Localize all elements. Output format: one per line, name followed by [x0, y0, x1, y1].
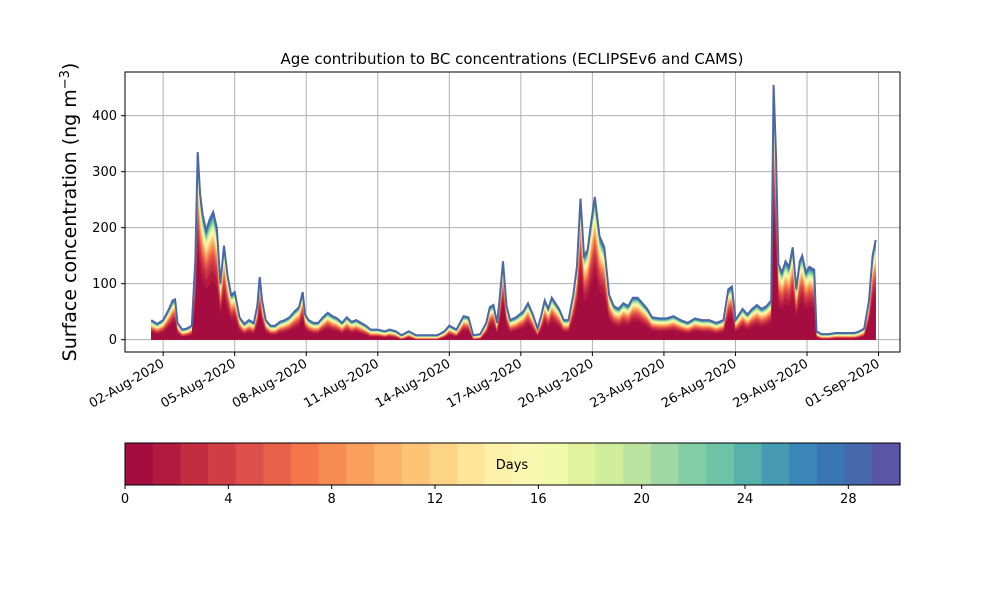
- colorbar-swatch: [540, 443, 569, 485]
- colorbar-tick-label: 28: [840, 492, 857, 507]
- x-tick-label: 17-Aug-2020: [445, 356, 525, 411]
- colorbar-frame: [124, 442, 901, 486]
- y-tick-label: 0: [109, 333, 117, 348]
- colorbar-tick-label: 20: [633, 492, 650, 507]
- colorbar-swatch: [872, 443, 901, 485]
- x-tick-label: 29-Aug-2020: [731, 356, 811, 411]
- colorbar-tick-label: 8: [328, 492, 336, 507]
- colorbar-axis: 0 4 8 12 16 20 24 28: [121, 485, 857, 507]
- colorbar-swatch: [761, 443, 790, 485]
- colorbar-swatch: [374, 443, 403, 485]
- age-bands: [151, 84, 876, 340]
- colorbar-swatch: [208, 443, 237, 485]
- chart-title: Age contribution to BC concentrations (E…: [281, 50, 744, 68]
- colorbar-swatch: [512, 443, 541, 485]
- x-axis: 02-Aug-202005-Aug-202008-Aug-202011-Aug-…: [87, 352, 883, 412]
- colorbar-swatch: [816, 443, 846, 485]
- y-axis-label-sup: −3: [58, 70, 73, 89]
- colorbar-swatch: [623, 443, 652, 485]
- age-band-area: [151, 219, 876, 340]
- y-axis-label-main: Surface concentration (ng m: [59, 89, 81, 361]
- colorbar-swatch: [595, 443, 624, 485]
- x-tick-label: 01-Sep-2020: [803, 356, 883, 411]
- colorbar-swatch: [318, 443, 348, 485]
- colorbar-swatch: [650, 443, 680, 485]
- colorbar-swatch: [180, 443, 209, 485]
- colorbar-swatch: [401, 443, 431, 485]
- colorbar-swatch: [291, 443, 320, 485]
- colorbar-tick-label: 24: [737, 492, 754, 507]
- y-tick-label: 400: [92, 109, 117, 124]
- x-tick-label: 11-Aug-2020: [301, 356, 381, 411]
- x-tick-label: 20-Aug-2020: [516, 356, 596, 411]
- colorbar-swatch: [263, 443, 292, 485]
- plot-frame: [124, 71, 901, 353]
- y-tick-label: 100: [92, 277, 117, 292]
- colorbar-swatch: [789, 443, 818, 485]
- colorbar-swatch: [235, 443, 264, 485]
- colorbar-tick-label: 0: [121, 492, 129, 507]
- colorbar-swatch: [844, 443, 873, 485]
- colorbar-tick-label: 12: [427, 492, 444, 507]
- colorbar-swatch: [429, 443, 458, 485]
- colorbar-swatch: [678, 443, 707, 485]
- colorbar-swatch: [484, 443, 514, 485]
- colorbar-swatch: [567, 443, 597, 485]
- colorbar: [125, 443, 901, 485]
- colorbar-swatch: [733, 443, 763, 485]
- y-tick-label: 300: [92, 165, 117, 180]
- colorbar-label: Days: [496, 458, 529, 473]
- x-tick-label: 26-Aug-2020: [659, 356, 739, 411]
- colorbar-swatch: [125, 443, 154, 485]
- x-tick-label: 05-Aug-2020: [158, 356, 238, 411]
- y-axis-label-close: ): [59, 63, 81, 70]
- colorbar-swatch: [457, 443, 486, 485]
- y-axis: 0 100 200 300 400: [92, 109, 125, 348]
- colorbar-swatch: [152, 443, 181, 485]
- y-tick-label: 200: [92, 221, 117, 236]
- colorbar-tick-label: 16: [530, 492, 547, 507]
- colorbar-swatch: [706, 443, 735, 485]
- x-tick-label: 14-Aug-2020: [373, 356, 453, 411]
- total-concentration-line: [150, 84, 877, 337]
- y-axis-label: Surface concentration (ng m−3): [58, 63, 82, 362]
- colorbar-swatch: [346, 443, 375, 485]
- x-tick-label: 23-Aug-2020: [588, 356, 668, 411]
- x-tick-label: 08-Aug-2020: [230, 356, 310, 411]
- x-tick-label: 02-Aug-2020: [87, 356, 167, 411]
- grid: [125, 72, 900, 352]
- colorbar-tick-label: 4: [224, 492, 232, 507]
